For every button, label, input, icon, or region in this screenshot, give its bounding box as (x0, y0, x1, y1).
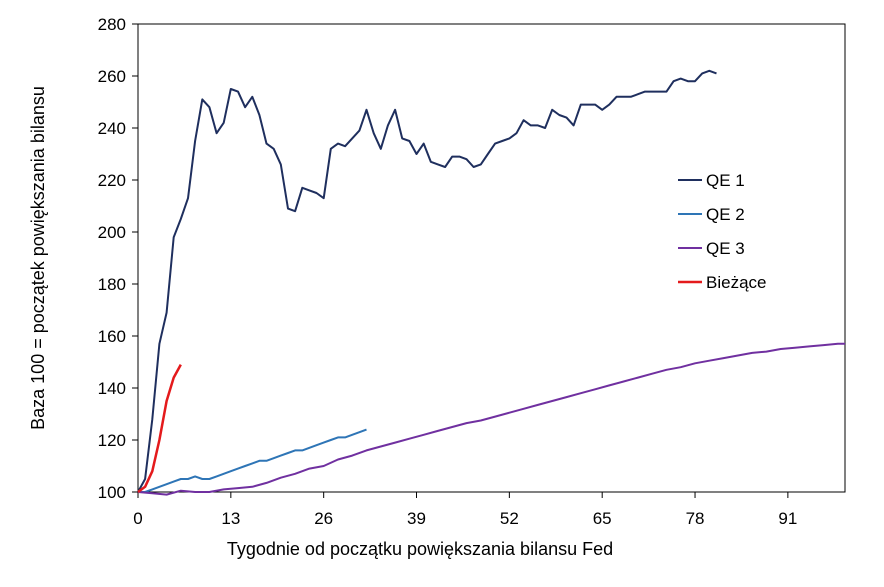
y-tick-label: 220 (98, 171, 126, 190)
y-tick-label: 200 (98, 223, 126, 242)
legend-label-qe-3: QE 3 (706, 239, 745, 258)
x-axis-ticks: 0 13 26 39 52 65 78 91 (133, 492, 797, 528)
x-tick-label: 91 (778, 509, 797, 528)
y-tick-label: 100 (98, 483, 126, 502)
x-tick-label: 13 (221, 509, 240, 528)
plot-frame (137, 23, 846, 493)
series-line-qe-1 (137, 69, 717, 493)
y-tick-label: 280 (98, 15, 126, 34)
series-line-biezace (137, 364, 182, 494)
y-tick-label: 140 (98, 379, 126, 398)
y-axis-label: Baza 100 = początek powiększania bilansu (28, 86, 48, 430)
x-tick-label: 0 (133, 509, 142, 528)
x-axis-label: Tygodnie od początku powiększania bilans… (227, 539, 613, 559)
legend-label-biezace: Bieżące (706, 273, 766, 292)
series-line-qe-3 (137, 342, 845, 496)
y-axis-ticks: 100 120 140 160 180 200 220 240 260 280 (98, 15, 138, 502)
x-tick-label: 52 (500, 509, 519, 528)
x-tick-label: 78 (686, 509, 705, 528)
y-tick-label: 180 (98, 275, 126, 294)
y-tick-label: 260 (98, 67, 126, 86)
legend-label-qe-1: QE 1 (706, 171, 745, 190)
legend-label-qe-2: QE 2 (706, 205, 745, 224)
y-tick-label: 160 (98, 327, 126, 346)
x-tick-label: 65 (593, 509, 612, 528)
y-tick-label: 120 (98, 431, 126, 450)
legend: QE 1 QE 2 QE 3 Bieżące (678, 171, 766, 292)
x-tick-label: 26 (314, 509, 333, 528)
y-tick-label: 240 (98, 119, 126, 138)
series-layer (137, 69, 845, 496)
series-line-qe-2 (138, 428, 367, 493)
x-tick-label: 39 (407, 509, 426, 528)
